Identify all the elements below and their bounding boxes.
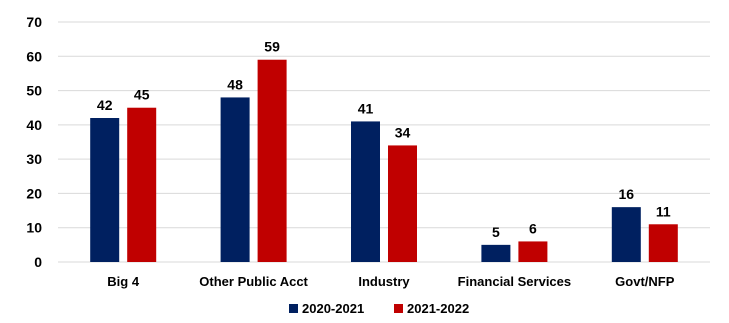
bar-2020-2021-Big 4 bbox=[90, 118, 120, 262]
bar-2021-2022-Govt/NFP bbox=[648, 224, 678, 262]
legend-label: 2021-2022 bbox=[407, 301, 469, 316]
data-label: 11 bbox=[656, 203, 671, 219]
data-label: 59 bbox=[264, 39, 280, 55]
legend: 2020-2021 2021-2022 bbox=[289, 301, 469, 316]
bar-2021-2022-Industry bbox=[388, 145, 417, 262]
y-tick-label: 0 bbox=[34, 254, 42, 270]
x-axis-category-labels: Big 4 Other Public Acct Industry Financial … bbox=[107, 274, 674, 289]
y-tick-label: 20 bbox=[26, 185, 42, 201]
data-label: 5 bbox=[492, 224, 500, 240]
bar-2021-2022-Other Public Acct bbox=[257, 59, 287, 262]
data-label: 41 bbox=[358, 100, 374, 116]
y-tick-label: 30 bbox=[26, 151, 42, 167]
data-label: 42 bbox=[97, 97, 113, 113]
bar-2021-2022-Financial Services bbox=[518, 241, 548, 262]
data-label: 45 bbox=[134, 87, 150, 103]
data-label: 6 bbox=[529, 220, 537, 236]
x-category-label: Other Public Acct bbox=[199, 274, 308, 289]
bar-2020-2021-Other Public Acct bbox=[220, 97, 250, 262]
bar-2020-2021-Industry bbox=[351, 121, 380, 262]
data-label: 16 bbox=[619, 186, 635, 202]
y-tick-label: 70 bbox=[26, 14, 42, 30]
y-axis-tick-labels: 0 10 20 30 40 50 60 70 bbox=[26, 14, 42, 270]
gridlines bbox=[58, 21, 710, 263]
x-category-label: Govt/NFP bbox=[615, 274, 675, 289]
bar-2020-2021-Govt/NFP bbox=[611, 207, 641, 262]
bar-2020-2021-Financial Services bbox=[481, 244, 511, 262]
y-tick-label: 40 bbox=[26, 117, 42, 133]
y-tick-label: 60 bbox=[26, 48, 42, 64]
data-labels: 42 45 48 59 41 34 5 6 16 11 bbox=[97, 39, 671, 240]
legend-label: 2020-2021 bbox=[302, 301, 364, 316]
x-category-label: Industry bbox=[358, 274, 410, 289]
x-category-label: Big 4 bbox=[107, 274, 140, 289]
data-label: 48 bbox=[227, 76, 243, 92]
y-tick-label: 50 bbox=[26, 83, 42, 99]
legend-swatch-2021-2022 bbox=[394, 304, 403, 313]
x-category-label: Financial Services bbox=[458, 274, 571, 289]
legend-swatch-2020-2021 bbox=[289, 304, 298, 313]
y-tick-label: 10 bbox=[26, 220, 42, 236]
bars bbox=[90, 59, 678, 262]
bar-2021-2022-Big 4 bbox=[127, 107, 157, 262]
data-label: 34 bbox=[395, 124, 411, 140]
